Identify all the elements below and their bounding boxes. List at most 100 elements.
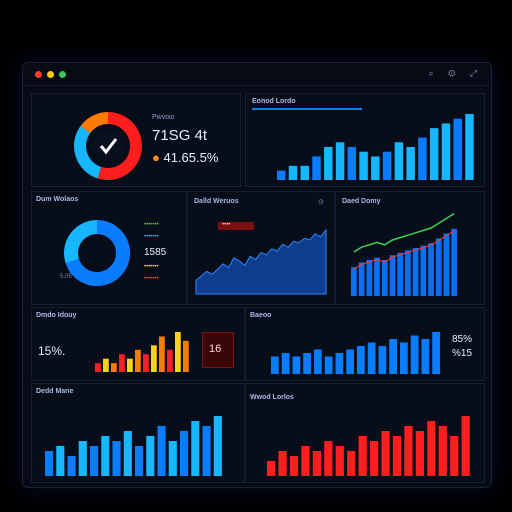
mid-bar-chart [271, 332, 440, 374]
bar [202, 426, 211, 476]
bar [167, 349, 173, 372]
bar [346, 349, 354, 374]
alert-badge: 16 [202, 332, 234, 368]
bar [281, 353, 290, 374]
kpi-title: Pwvoio [152, 114, 175, 121]
bar [453, 118, 462, 180]
bar [303, 353, 311, 374]
bar [432, 332, 440, 374]
bar [56, 446, 65, 476]
title-bar: ⌕ ⚙ ⤢ [23, 63, 491, 86]
combo-chart [351, 212, 458, 296]
bar [312, 451, 322, 476]
bar [412, 248, 419, 296]
bottom-right-panel: Wwod Lorlos [245, 383, 485, 483]
trend-icon: ● [152, 150, 164, 165]
bar [300, 165, 309, 180]
bar [213, 416, 222, 476]
combo-panel: Daed Domy [335, 191, 485, 305]
panel-title: Dalld Weruos [194, 198, 239, 205]
legend-item: ••••••• [144, 264, 159, 270]
bar [450, 436, 459, 476]
bar [461, 416, 470, 476]
bar [183, 340, 189, 372]
bar [143, 354, 149, 372]
bar [314, 349, 322, 374]
bar [415, 431, 425, 476]
bar [288, 165, 298, 180]
bar [95, 363, 101, 372]
dashboard-window: ⌕ ⚙ ⤢ Pwvoio 71ЅG 4t ● 41.65.5% Eonod Lo… [22, 62, 492, 488]
bar [381, 431, 390, 476]
bar [324, 147, 333, 180]
bar [420, 245, 427, 296]
bar [292, 356, 301, 374]
bar [371, 156, 380, 180]
bar [111, 363, 117, 372]
bottom-left-panel: Dedd Mane [31, 383, 245, 483]
toolbar-icons[interactable]: ⌕ ⚙ ⤢ [428, 68, 483, 78]
top-bar-chart [277, 114, 474, 180]
bar [267, 461, 276, 476]
close-button[interactable] [35, 71, 42, 78]
line-series [353, 230, 455, 270]
bar [67, 456, 76, 476]
bar [465, 114, 474, 180]
maximize-button[interactable] [59, 71, 66, 78]
bar [374, 257, 380, 296]
bar [406, 147, 415, 180]
panel-title: Daed Domy [342, 198, 381, 205]
bar [101, 436, 110, 476]
bar [443, 233, 450, 296]
donut-slice [80, 112, 109, 134]
bar [175, 332, 181, 372]
bar [404, 426, 413, 476]
minimize-button[interactable] [47, 71, 54, 78]
bar [127, 358, 133, 372]
bars-mid-panel: Baeoo 85% %15 [245, 307, 485, 381]
bar [357, 346, 365, 374]
line-series [353, 212, 455, 253]
bar [358, 262, 365, 296]
panel-title: Dum Wolaos [36, 196, 79, 203]
donut-hole [93, 131, 123, 161]
donut-panel: Dum Wolaos ••••••• ••••••• 1585 ••••••• … [31, 191, 187, 305]
bar [335, 353, 344, 374]
bar [441, 123, 451, 180]
bar [90, 446, 99, 476]
bar [366, 260, 373, 296]
bar [112, 441, 121, 476]
bar [335, 142, 345, 180]
stat-b: %15 [452, 348, 473, 359]
bar [428, 243, 434, 296]
bar [370, 441, 379, 476]
bar [277, 170, 286, 180]
area-series [195, 228, 327, 295]
bar [397, 252, 404, 296]
bar [381, 260, 388, 296]
kpi-donut-chart [74, 112, 142, 180]
donut-slice [65, 220, 130, 286]
title-underline [252, 108, 362, 110]
bar [78, 441, 87, 476]
bar [394, 142, 404, 180]
bar [421, 339, 430, 374]
tooltip: •••• [218, 222, 254, 230]
bar [347, 147, 357, 180]
panel-title: Wwod Lorlos [250, 394, 294, 401]
donut-slice [64, 220, 98, 264]
stat-a: 85% [452, 334, 473, 345]
bar [312, 156, 321, 180]
bar [45, 451, 54, 476]
bar [389, 255, 396, 296]
panel-title: Dedd Mane [36, 388, 74, 395]
bar [324, 441, 333, 476]
bar [103, 358, 109, 372]
donut-slice [74, 126, 102, 179]
top-right-panel: Eonod Lordo [245, 93, 485, 187]
bar [146, 436, 155, 476]
area-chart [195, 228, 327, 295]
options-icon[interactable]: ⊙ [318, 199, 324, 206]
donut-chart [64, 220, 130, 286]
donut-value: 1585 [144, 247, 167, 258]
